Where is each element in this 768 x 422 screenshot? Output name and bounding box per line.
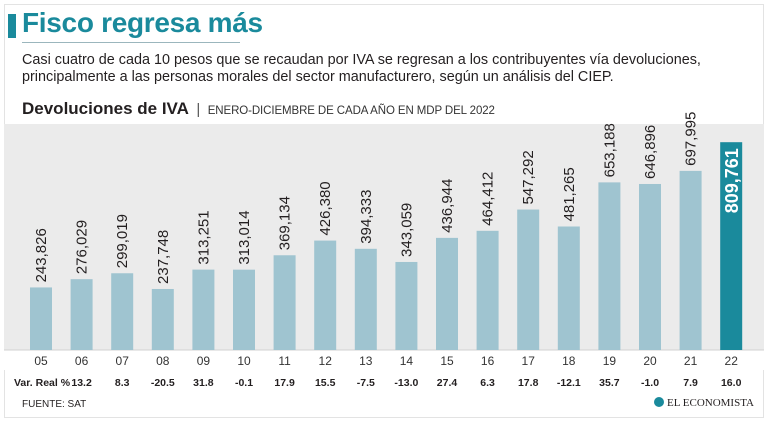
brand-icon — [653, 397, 664, 407]
year-label-05: 05 — [34, 354, 48, 368]
year-label-16: 16 — [481, 354, 495, 368]
value-label-05: 243,826 — [33, 228, 50, 282]
value-label-22: 809,761 — [722, 148, 742, 213]
var-real-22: 16.0 — [721, 377, 742, 389]
bar-15 — [436, 237, 458, 350]
value-label-06: 276,029 — [74, 220, 91, 274]
value-label-16: 464,412 — [480, 172, 497, 226]
var-real-11: 17.9 — [274, 377, 295, 389]
year-label-13: 13 — [359, 354, 373, 368]
bar-06 — [70, 279, 93, 350]
page-title: Fisco regresa más — [22, 7, 263, 38]
title-underline — [22, 42, 240, 43]
var-real-15: 27.4 — [437, 377, 458, 389]
chart-heading: Devoluciones de IVA | ENERO-DICIEMBRE DE… — [22, 99, 495, 119]
value-label-13: 394,333 — [358, 190, 375, 244]
bar-13 — [354, 248, 377, 350]
var-real-12: 15.5 — [315, 377, 336, 389]
year-label-17: 17 — [522, 354, 536, 368]
bar-11 — [273, 255, 296, 350]
value-label-17: 547,292 — [520, 150, 537, 204]
bar-12 — [314, 240, 337, 350]
var-real-label: Var. Real % — [14, 377, 71, 389]
subtitle-text: Casi cuatro de cada 10 pesos que se reca… — [22, 52, 701, 85]
value-label-08: 237,748 — [155, 230, 172, 284]
value-label-20: 646,896 — [642, 125, 659, 179]
bar-17 — [517, 209, 540, 350]
brand-logo: EL ECONOMISTA — [653, 397, 754, 409]
value-label-09: 313,251 — [195, 210, 212, 264]
var-real-18: -12.1 — [557, 377, 581, 389]
year-label-08: 08 — [156, 354, 170, 368]
var-real-17: 17.8 — [518, 377, 539, 389]
bar-05 — [30, 287, 52, 350]
bar-18 — [557, 226, 580, 350]
year-label-09: 09 — [197, 354, 211, 368]
bar-16 — [476, 230, 499, 350]
year-label-22: 22 — [725, 354, 739, 368]
year-label-18: 18 — [562, 354, 576, 368]
year-label-07: 07 — [116, 354, 130, 368]
heading-separator: | — [196, 101, 201, 118]
year-label-06: 06 — [75, 354, 89, 368]
var-real-21: 7.9 — [683, 377, 698, 389]
year-label-14: 14 — [400, 354, 414, 368]
value-label-15: 436,944 — [439, 179, 456, 233]
var-real-06: 13.2 — [71, 377, 92, 389]
bar-09 — [192, 269, 215, 350]
var-real-07: 8.3 — [115, 377, 130, 389]
bar-20 — [639, 183, 661, 350]
var-real-10: -0.1 — [235, 377, 253, 389]
year-label-11: 11 — [278, 354, 291, 368]
year-label-strip — [4, 350, 764, 370]
bar-chart: 243,826 05 276,029 06 299,019 07 237,748 08 313,… — [4, 112, 764, 389]
year-label-10: 10 — [237, 354, 251, 368]
brand-name: EL ECONOMISTA — [666, 397, 754, 409]
chart-units-label: ENERO-DICIEMBRE DE CADA AÑO EN MDP DEL 2… — [207, 105, 495, 117]
year-label-19: 19 — [603, 354, 617, 368]
bar-21 — [679, 170, 702, 350]
bar-10 — [233, 269, 255, 350]
value-label-10: 313,014 — [236, 210, 253, 264]
var-real-14: -13.0 — [394, 377, 418, 389]
bar-08 — [151, 288, 174, 350]
bar-14 — [395, 261, 418, 350]
var-real-13: -7.5 — [357, 377, 375, 389]
bar-22 — [720, 142, 743, 350]
year-label-15: 15 — [440, 354, 454, 368]
value-label-19: 653,188 — [601, 123, 618, 177]
bar-07 — [111, 273, 134, 350]
source-note: FUENTE: SAT — [22, 399, 87, 410]
var-real-20: -1.0 — [641, 377, 659, 389]
year-label-20: 20 — [643, 354, 657, 368]
value-label-12: 426,380 — [317, 181, 334, 235]
title-accent-bar — [8, 14, 16, 38]
var-real-16: 6.3 — [480, 377, 495, 389]
value-label-14: 343,059 — [398, 203, 415, 257]
var-real-19: 35.7 — [599, 377, 620, 389]
value-label-07: 299,019 — [114, 214, 131, 268]
chart-title: Devoluciones de IVA — [22, 99, 189, 118]
bar-19 — [598, 182, 621, 350]
year-label-21: 21 — [684, 354, 698, 368]
value-label-21: 697,995 — [683, 112, 700, 166]
var-real-08: -20.5 — [151, 377, 175, 389]
var-real-09: 31.8 — [193, 377, 214, 389]
year-label-12: 12 — [319, 354, 333, 368]
value-label-18: 481,265 — [561, 167, 578, 221]
value-label-11: 369,134 — [277, 196, 294, 250]
